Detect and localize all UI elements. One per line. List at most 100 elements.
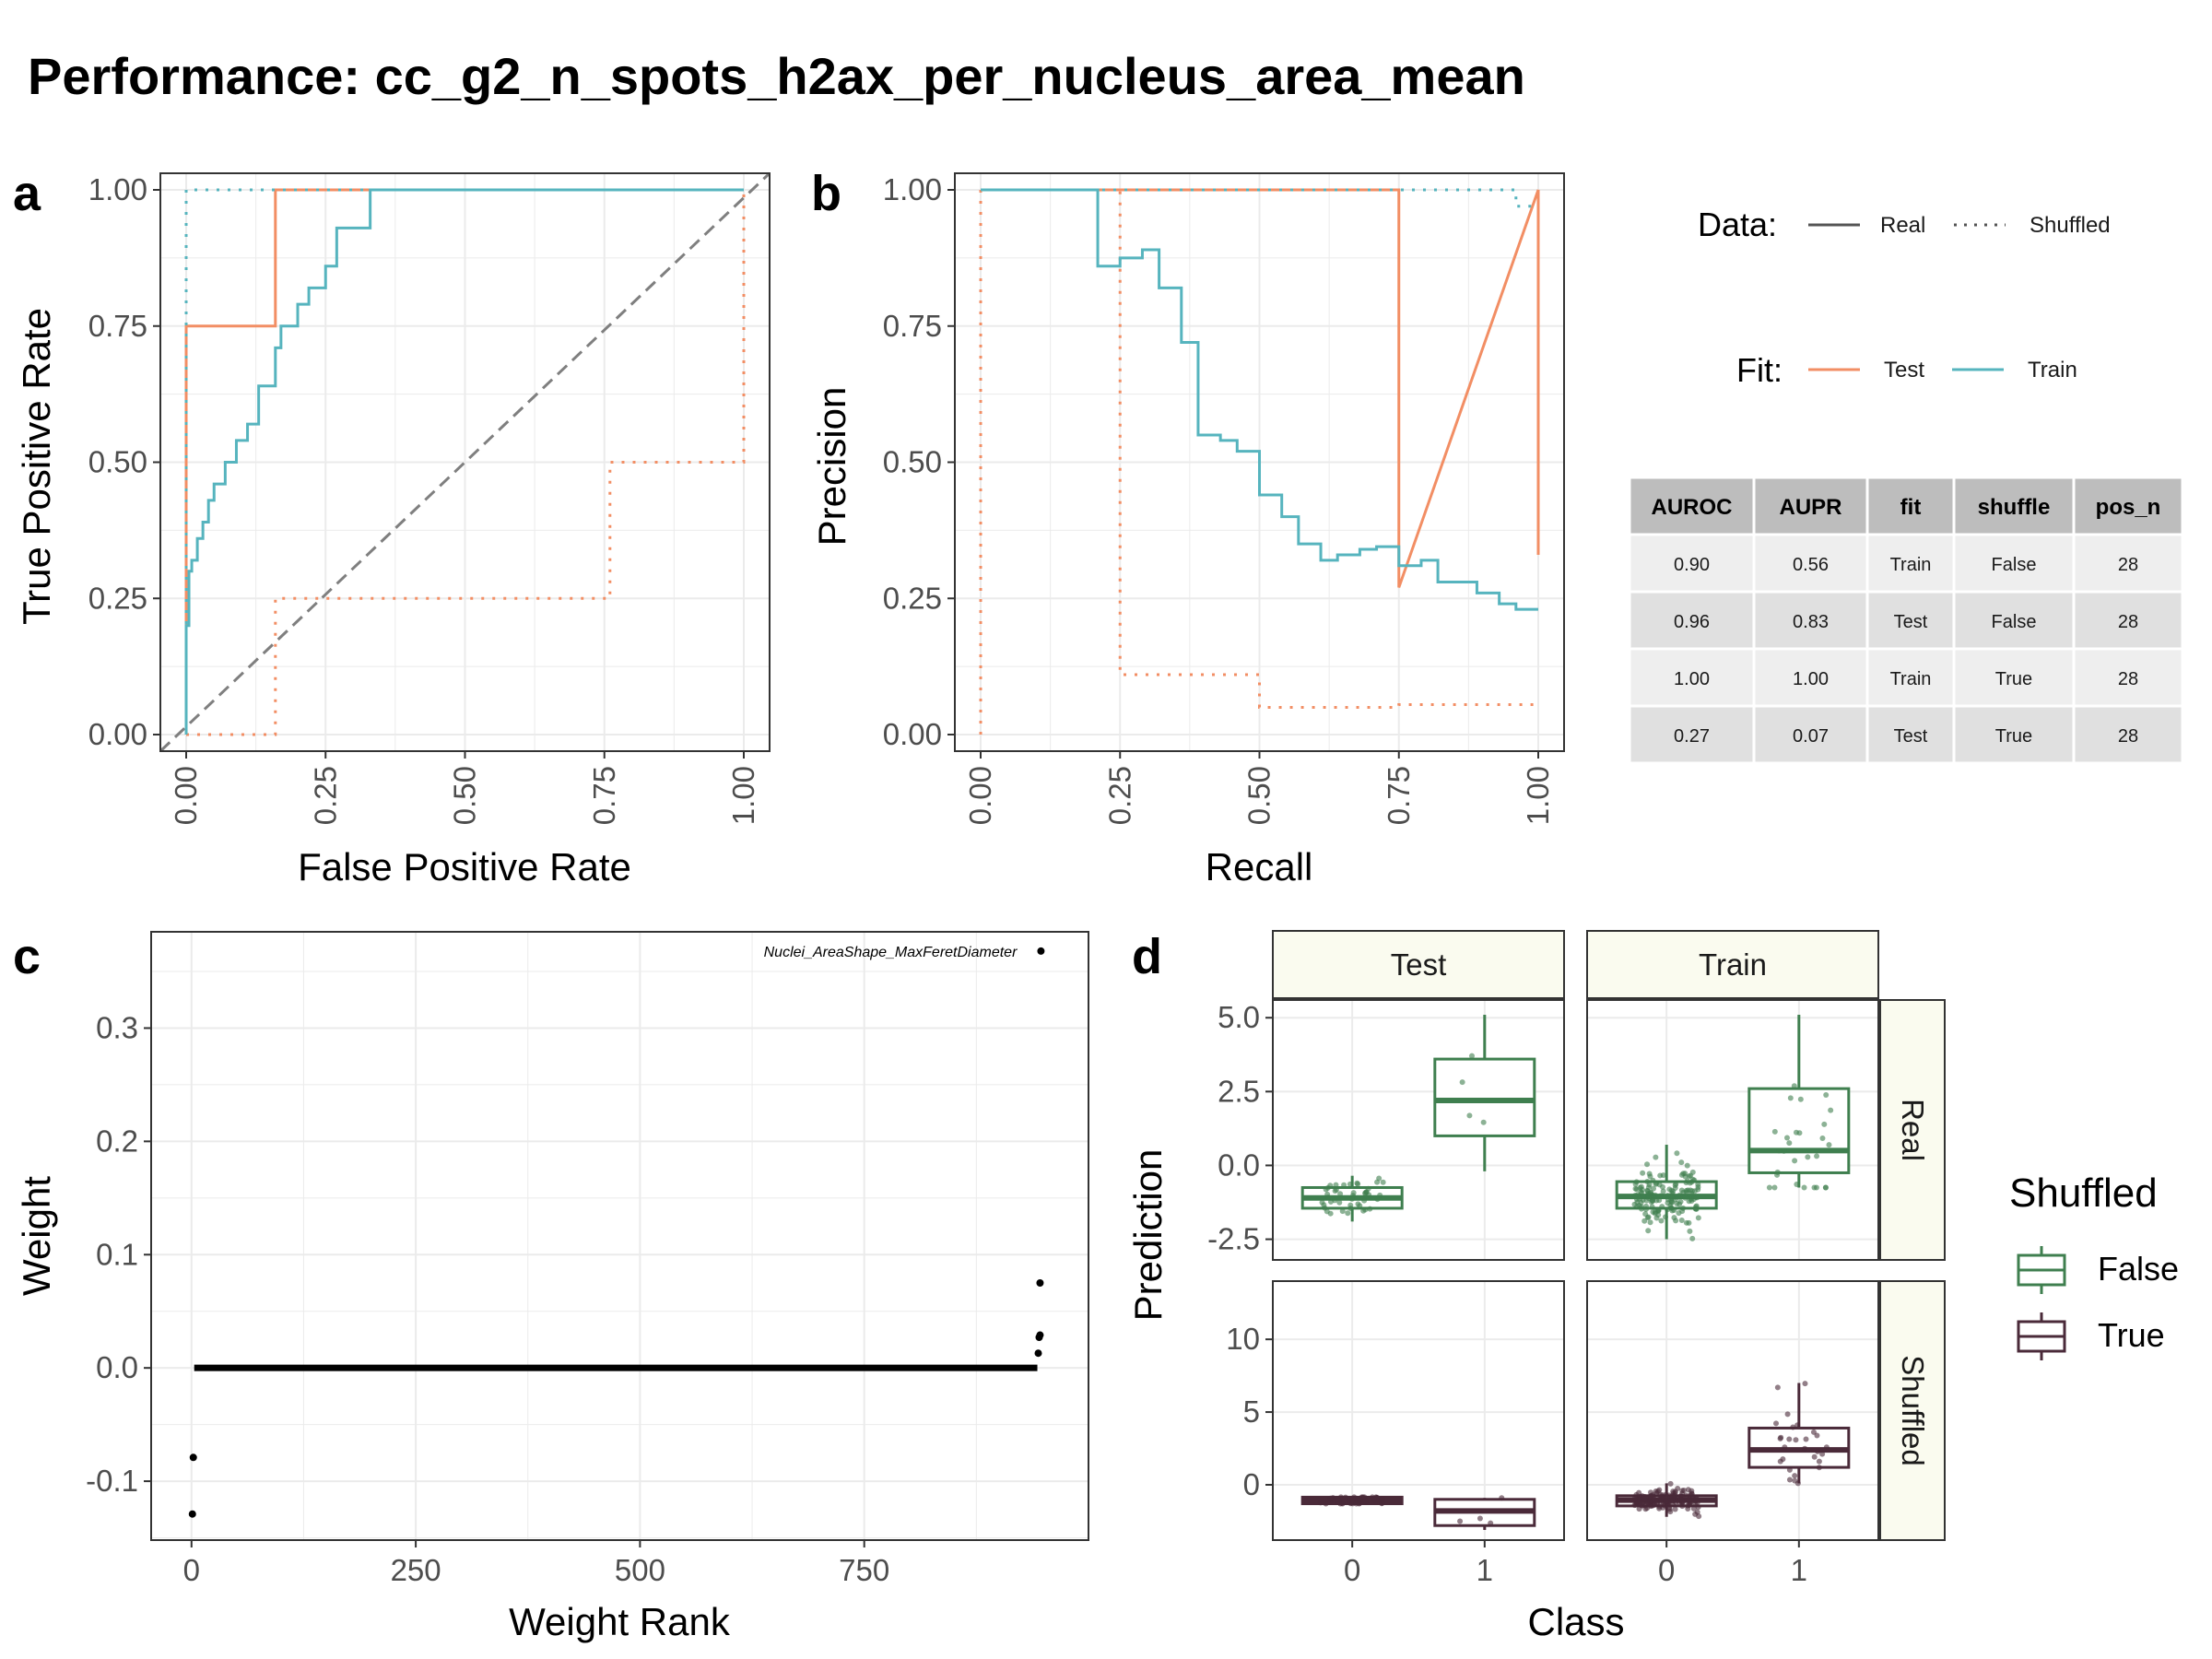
jitter-point [1665,1193,1671,1199]
table-header-cell [1752,476,1869,536]
pr-y-tick-label: 0.00 [883,717,942,751]
jitter-point [1686,1219,1692,1226]
jitter-point [1653,1215,1660,1221]
table-cell [1952,590,2076,651]
table-cell [1628,533,1756,594]
jitter-point [1692,1501,1699,1508]
jitter-point [1333,1182,1339,1188]
jitter-point [1776,1147,1783,1154]
jitter-point [1787,1095,1794,1101]
jitter-point [1656,1503,1663,1510]
prediction-y-tick-label: -2.5 [1207,1222,1260,1256]
jitter-point [1367,1206,1373,1212]
jitter-point [1678,1171,1685,1178]
weight-x-tick-label: 500 [615,1553,665,1587]
fit-legend-title: Fit: [1736,351,1783,389]
jitter-point [1363,1189,1370,1195]
jitter-point [1774,1171,1781,1178]
table-cell-value: True [1995,669,2032,689]
panel-letter-a: a [13,166,41,221]
table-cell-value: Test [1894,612,1928,632]
jitter-point [1668,1199,1675,1206]
data-legend: Data: Real Shuffled [1698,206,2111,243]
table-cell-value: 28 [2118,726,2138,747]
jitter-point [1645,1228,1652,1234]
jitter-point [1362,1206,1369,1213]
prediction-y-tick-label: 5 [1243,1394,1260,1429]
jitter-point [1691,1177,1698,1183]
jitter-point [1815,1448,1821,1454]
jitter-point [1656,1487,1663,1493]
table-cell-value: 28 [2118,612,2138,632]
table-header-label: AUROC [1652,495,1733,520]
jitter-point [1655,1207,1662,1214]
jitter-point [1771,1184,1778,1191]
jitter-point [1802,1381,1808,1387]
weight-y-tick-label: 0.1 [96,1237,138,1271]
prediction-plot-border [1586,1280,1879,1541]
weight-y-label: Weight [15,1176,58,1296]
jitter-point [1355,1201,1361,1207]
jitter-point [1777,1435,1783,1441]
weight-panel: -0.1 0.0 0.1 0.2 0.3 0 250 500 750 Nuclei_AreaSha… [86,931,1089,1587]
jitter-point [1633,1186,1640,1193]
jitter-point [1466,1112,1473,1119]
jitter-point [1786,1436,1793,1442]
table-cell-value: 0.90 [1674,555,1710,575]
prediction-x-label: Class [1527,1600,1624,1643]
jitter-point [1325,1194,1332,1201]
jitter-point [1814,1153,1820,1159]
prediction-y-tick-label: 0 [1243,1467,1260,1501]
panel-letter-c: c [13,929,41,984]
jitter-point [1687,1228,1693,1234]
panel-letter-b: b [811,166,841,221]
jitter-point [1791,1083,1797,1089]
jitter-point [1644,1215,1651,1221]
jitter-point [1823,1091,1830,1098]
weight-y-tick-label: -0.1 [86,1464,138,1498]
weight-x-tick-label: 750 [839,1553,889,1587]
prediction-y-tick-label: 10 [1226,1322,1260,1356]
jitter-point [1337,1191,1344,1197]
jitter-point [1695,1215,1701,1221]
pr-x-tick-label: 0.25 [1102,766,1136,825]
jitter-point [1680,1205,1687,1211]
data-legend-shuffled: Shuffled [2030,213,2111,238]
jitter-point [1783,1135,1790,1141]
jitter-point [1670,1488,1677,1495]
facet-strip-label-real: Real [1896,1099,1930,1161]
jitter-point [1377,1192,1383,1198]
table-header-label: AUPR [1779,495,1841,520]
jitter-point [1468,1053,1475,1059]
jitter-point [1814,1432,1820,1439]
pr-y-tick-label: 1.00 [883,172,942,206]
jitter-point [1459,1079,1465,1086]
jitter-point [1792,1477,1798,1484]
pr-y-tick-label: 0.25 [883,581,942,615]
jitter-point [1652,1192,1658,1198]
page-title: Performance: cc_g2_n_spots_h2ax_per_nucl… [28,47,1525,105]
table-cell-value: Train [1890,669,1932,689]
jitter-point [1672,1492,1678,1499]
table-cell [1865,590,1956,651]
jitter-point [1792,1473,1798,1479]
jitter-point [1324,1208,1330,1215]
pr-y-tick-label: 0.50 [883,445,942,479]
jitter-point [1374,1196,1381,1203]
jitter-point [1678,1217,1685,1223]
table-cell-value: 0.83 [1793,612,1829,632]
fit-legend-train: Train [2028,358,2077,382]
jitter-point [1671,1215,1677,1221]
weight-point [188,1510,196,1518]
table-cell [2072,533,2184,594]
jitter-point [1646,1171,1653,1177]
table-cell-value: 28 [2118,669,2138,689]
jitter-point [1657,1172,1664,1179]
weight-y-tick-label: 0.0 [96,1350,138,1384]
jitter-point [1773,1420,1780,1427]
jitter-point [1672,1506,1678,1512]
roc-y-tick-label: 0.00 [88,717,147,751]
jitter-point [1681,1487,1688,1493]
prediction-x-tick-label: 1 [1477,1553,1493,1587]
